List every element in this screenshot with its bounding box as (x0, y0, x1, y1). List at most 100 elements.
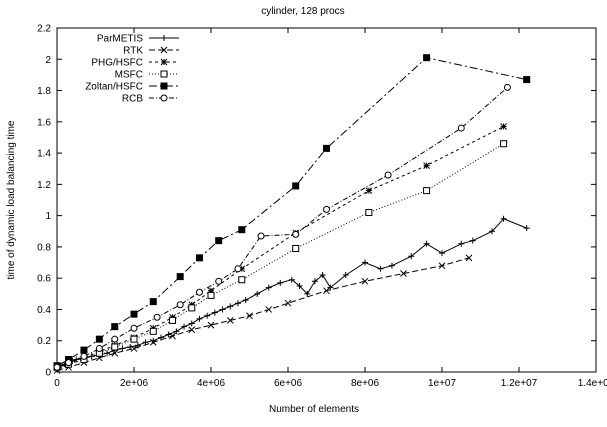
data-point-parmetis (311, 278, 318, 285)
legend-label-rtk: RTK (123, 46, 143, 57)
legend-label-rcb: RCB (122, 94, 143, 105)
data-point-zoltan-hsfc (80, 346, 88, 354)
data-point-rcb (153, 313, 161, 321)
data-point-rtk (188, 326, 196, 334)
data-point-rcb (257, 232, 265, 240)
chart-title: cylinder, 128 procs (261, 6, 344, 17)
data-point-zoltan-hsfc (323, 144, 330, 152)
data-point-rtk (361, 277, 369, 285)
data-point-rcb (130, 324, 138, 332)
data-point-parmetis (439, 250, 445, 257)
data-point-rcb (234, 265, 242, 273)
data-point-rcb (65, 359, 73, 367)
data-point-rtk (149, 338, 157, 346)
x-tick-label: 2e+06 (120, 378, 149, 389)
data-point-rtk (438, 262, 446, 270)
y-tick-label: 0.6 (37, 274, 51, 285)
data-point-parmetis (119, 345, 126, 352)
data-point-rcb (323, 205, 330, 213)
data-point-parmetis (204, 312, 211, 319)
legend-marker-rtk (160, 46, 168, 54)
data-point-rcb (215, 277, 223, 285)
data-point-phg-hsfc (500, 123, 507, 130)
data-point-rcb (95, 345, 103, 353)
data-point-msfc (423, 187, 431, 195)
data-point-rtk (284, 299, 292, 307)
data-point-rcb (176, 301, 184, 309)
data-point-parmetis (265, 284, 272, 291)
data-point-zoltan-hsfc (111, 323, 119, 331)
data-point-parmetis (219, 306, 226, 313)
data-point-parmetis (319, 272, 326, 279)
data-point-rtk (130, 345, 138, 352)
data-point-parmetis (327, 284, 334, 291)
data-point-zoltan-hsfc (195, 254, 203, 262)
data-point-msfc (365, 209, 373, 217)
data-point-rcb (111, 335, 119, 343)
data-point-rtk (400, 270, 407, 277)
data-point-zoltan-hsfc (95, 335, 103, 343)
series-rtk (53, 254, 473, 374)
axes: 0 2e+06 4e+06 6e+06 8e+06 1e+07 1.2e+07 1.4e+07… (37, 24, 607, 390)
data-point-rcb (503, 83, 511, 91)
series-line-zoltan-hsfc (56, 57, 527, 367)
y-tick-label: 2.2 (37, 24, 51, 35)
x-tick-label: 4e+06 (197, 378, 226, 389)
series-line-msfc (56, 143, 504, 368)
data-point-parmetis (500, 215, 507, 222)
data-point-phg-hsfc (207, 287, 215, 295)
data-point-parmetis (388, 262, 395, 269)
series-line-rcb (56, 87, 508, 368)
data-point-parmetis (288, 276, 295, 283)
data-point-rcb (53, 363, 61, 371)
data-point-rtk (265, 306, 273, 313)
data-point-msfc (238, 276, 246, 284)
data-point-zoltan-hsfc (523, 76, 531, 84)
x-tick-label: 8e+06 (351, 378, 380, 389)
data-point-zoltan-hsfc (215, 237, 223, 245)
legend-marker-msfc (160, 70, 168, 78)
x-tick-label: 6e+06 (274, 378, 303, 389)
data-point-zoltan-hsfc (292, 182, 300, 190)
data-point-rcb (457, 124, 465, 132)
data-point-msfc (130, 335, 138, 343)
series-parmetis (54, 215, 530, 372)
data-point-rtk (169, 332, 176, 340)
data-point-parmetis (227, 303, 234, 310)
data-point-parmetis (408, 253, 415, 260)
legend-marker-rcb (160, 94, 168, 102)
x-tick-label: 1.2e+07 (501, 378, 538, 389)
legend-label-zoltan-hsfc: Zoltan/HSFC (85, 82, 143, 93)
series-msfc (53, 140, 508, 371)
x-tick-label: 1e+07 (428, 378, 457, 389)
data-point-parmetis (104, 350, 111, 357)
data-point-rcb (384, 171, 392, 179)
data-point-parmetis (277, 279, 284, 286)
data-point-parmetis (362, 259, 368, 266)
y-tick-label: 1.8 (37, 86, 51, 97)
legend-marker-parmetis (161, 35, 167, 41)
data-point-parmetis (423, 240, 430, 247)
data-point-rcb (292, 230, 300, 238)
data-point-parmetis (242, 297, 249, 304)
data-point-parmetis (377, 265, 384, 272)
data-point-rtk (111, 349, 119, 357)
data-point-phg-hsfc (423, 162, 430, 169)
data-point-parmetis (304, 290, 311, 297)
data-point-rtk (465, 254, 473, 262)
legend-label-phg-hsfc: PHG/HSFC (91, 58, 143, 69)
legend-marker-zoltan-hsfc (160, 82, 168, 90)
y-tick-label: 0.2 (37, 336, 51, 347)
data-point-parmetis (469, 237, 476, 244)
x-axis-label: Number of elements (269, 404, 359, 415)
data-point-rtk (207, 321, 215, 329)
data-point-msfc (188, 304, 196, 312)
y-tick-label: 1.4 (37, 149, 51, 160)
data-point-zoltan-hsfc (238, 226, 246, 234)
data-point-parmetis (254, 290, 261, 297)
legend-marker-phg-hsfc (160, 58, 168, 66)
data-point-msfc (500, 140, 508, 148)
data-point-msfc (111, 343, 119, 351)
